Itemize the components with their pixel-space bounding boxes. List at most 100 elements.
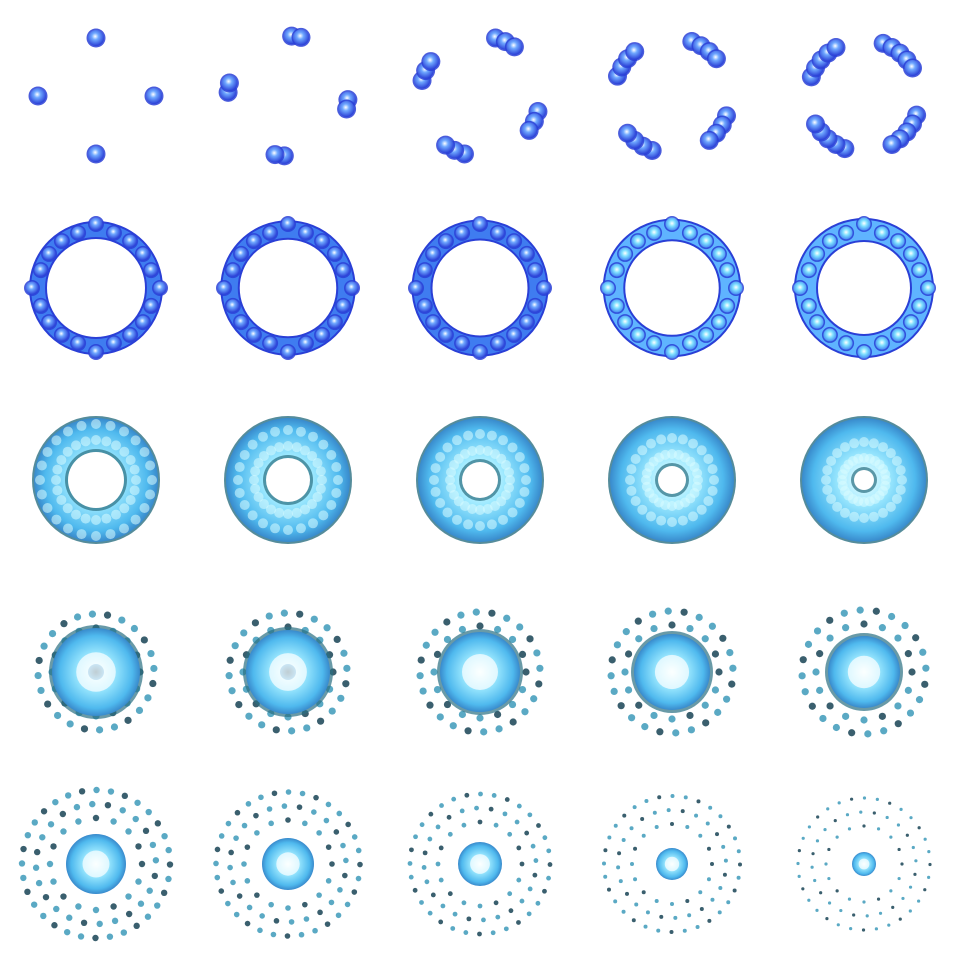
spark-particle — [419, 822, 425, 828]
spark-particle — [901, 621, 909, 630]
spark-particle — [634, 902, 639, 907]
spark-particle — [801, 688, 809, 696]
spark-particle — [664, 607, 672, 615]
glow-bead — [707, 485, 718, 496]
spark-particle — [872, 811, 876, 815]
glow-bead — [119, 446, 130, 457]
glow-bead — [326, 500, 337, 510]
spark-particle — [488, 806, 494, 812]
glow-bead — [821, 475, 831, 485]
glow-bead — [315, 466, 326, 477]
glow-bead — [233, 475, 243, 485]
orb — [153, 281, 167, 295]
spark-particle — [125, 893, 132, 900]
spark-particle — [438, 877, 444, 883]
spark-particle — [533, 649, 541, 657]
glow-bead — [119, 523, 129, 534]
glow-bead — [300, 504, 310, 515]
glow-bead — [514, 452, 525, 462]
core-highlight — [276, 852, 300, 876]
glow-bead — [42, 503, 53, 513]
spark-particle — [335, 912, 342, 919]
spark-particle — [621, 837, 626, 842]
spark-particle — [848, 729, 856, 737]
spark-particle — [323, 624, 331, 632]
orb — [631, 328, 645, 342]
spark-particle — [461, 900, 467, 906]
orb — [904, 60, 921, 76]
orb — [699, 234, 713, 248]
glow-bead — [56, 455, 67, 465]
glow-bead — [688, 511, 698, 522]
spark-particle — [826, 616, 834, 624]
spark-particle — [18, 860, 26, 867]
spark-particle — [64, 792, 72, 799]
orb — [144, 299, 158, 313]
orb — [631, 234, 645, 248]
glow-bead — [129, 485, 140, 496]
glow-bead — [234, 487, 245, 498]
spark-particle — [906, 709, 915, 717]
spark-particle — [33, 848, 41, 856]
spark-particle — [862, 796, 867, 800]
sprite-frame-15 — [768, 384, 960, 576]
spark-particle — [40, 912, 47, 920]
spark-particle — [73, 613, 82, 621]
spark-particle — [316, 717, 325, 725]
spark-particle — [827, 847, 831, 852]
spark-particle — [928, 862, 932, 867]
orb — [439, 328, 453, 342]
spark-particle — [254, 892, 260, 898]
spark-particle — [816, 650, 824, 658]
spark-particle — [357, 861, 363, 868]
spark-particle — [522, 668, 530, 676]
glow-bead — [76, 529, 87, 540]
spark-particle — [417, 656, 425, 664]
spark-particle — [480, 728, 488, 736]
spark-particle — [878, 624, 886, 632]
spark-particle — [281, 803, 288, 809]
ring-band — [413, 221, 547, 355]
spark-particle — [225, 820, 232, 827]
spark-particle — [798, 672, 806, 680]
spark-particle — [119, 807, 126, 814]
spark-particle — [862, 824, 866, 828]
orb — [42, 247, 56, 261]
spark-particle — [323, 817, 330, 824]
spark-particle — [490, 930, 496, 936]
glow-bead — [307, 450, 318, 461]
spark-particle — [427, 836, 433, 842]
glow-bead — [521, 475, 531, 485]
orb — [409, 281, 423, 295]
orb — [875, 226, 889, 240]
spark-particle — [413, 834, 418, 840]
spark-particle — [271, 790, 278, 797]
spark-particle — [446, 814, 452, 820]
spark-particle — [518, 650, 527, 658]
spark-particle — [514, 819, 520, 825]
spark-particle — [284, 933, 291, 939]
spark-particle — [686, 711, 694, 720]
spark-particle — [835, 889, 839, 893]
spark-particle — [503, 614, 511, 622]
spark-particle — [608, 656, 616, 664]
frame-orb-triples — [412, 28, 548, 164]
spark-particle — [288, 919, 295, 925]
spark-particle — [654, 825, 659, 830]
spark-particle — [656, 928, 661, 933]
spark-particle — [92, 814, 100, 822]
spark-particle — [813, 627, 822, 635]
spark-particle — [630, 862, 634, 866]
orb — [315, 234, 329, 248]
glow-bead — [832, 448, 843, 459]
spark-particle — [89, 800, 96, 808]
spark-particle — [685, 898, 690, 903]
spark-particle — [285, 817, 291, 823]
glow-bead — [283, 425, 293, 435]
orb — [455, 226, 469, 240]
spark-particle — [682, 928, 687, 933]
spark-particle — [251, 619, 260, 627]
glow-bead — [868, 511, 879, 522]
spark-particle — [106, 933, 114, 940]
